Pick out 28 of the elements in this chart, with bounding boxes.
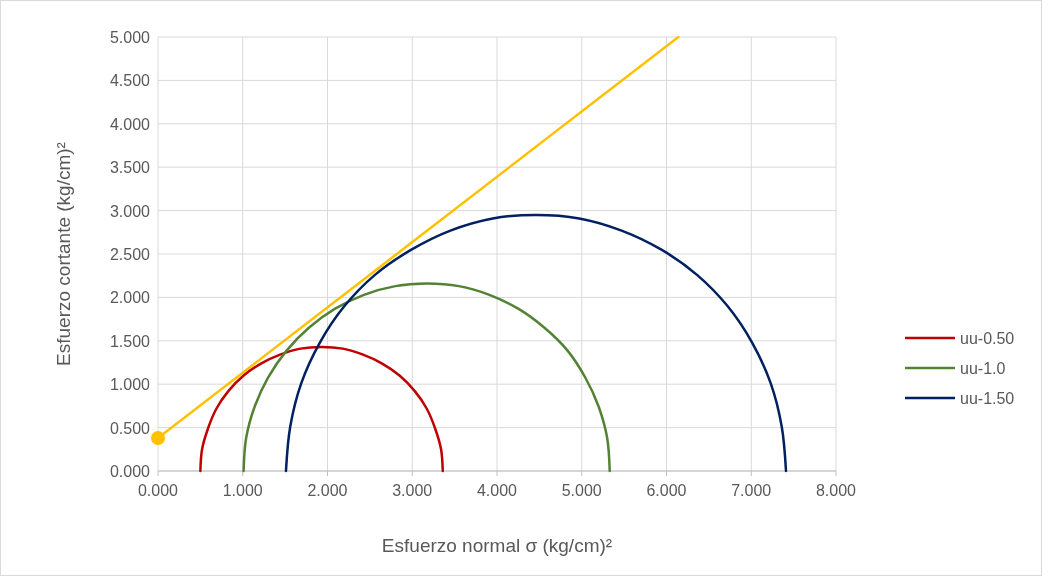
x-tick-label: 7.000 [731, 482, 772, 499]
y-tick-label: 4.500 [109, 72, 151, 90]
line-series [284, 213, 788, 473]
line-series [242, 282, 611, 473]
y-tick-label: 0.000 [109, 463, 151, 480]
y-tick-label: 0.500 [109, 419, 151, 437]
y-tick-label: 2.500 [109, 246, 151, 263]
x-tick-label: 3.000 [392, 482, 433, 499]
y-tick-label: 1.000 [109, 376, 151, 394]
y-tick-label: 5.000 [109, 29, 151, 46]
x-tick-label: 1.000 [222, 482, 263, 499]
legend-label: uu-1.50 [960, 390, 1015, 407]
line-series [199, 345, 445, 473]
x-tick-label: 4.000 [476, 482, 518, 499]
x-tick-label: 2.000 [307, 482, 348, 499]
y-tick-label: 2.000 [109, 289, 151, 307]
y-tick-label: 3.000 [109, 202, 151, 220]
legend-label: uu-0.50 [960, 330, 1015, 347]
legend-label: uu-1.0 [960, 360, 1006, 377]
x-tick-label: 0.000 [137, 482, 179, 499]
x-tick-label: 6.000 [646, 482, 687, 499]
x-tick-label: 8.000 [815, 482, 857, 499]
y-tick-label: 4.000 [109, 115, 151, 133]
x-axis-title: Esfuerzo normal σ (kg/cm)² [381, 535, 613, 556]
y-axis-title: Esfuerzo cortante (kg/cm)² [53, 142, 74, 366]
x-tick-label: 5.000 [561, 482, 602, 499]
y-tick-label: 3.500 [109, 159, 151, 177]
y-tick-label: 1.500 [109, 332, 151, 350]
